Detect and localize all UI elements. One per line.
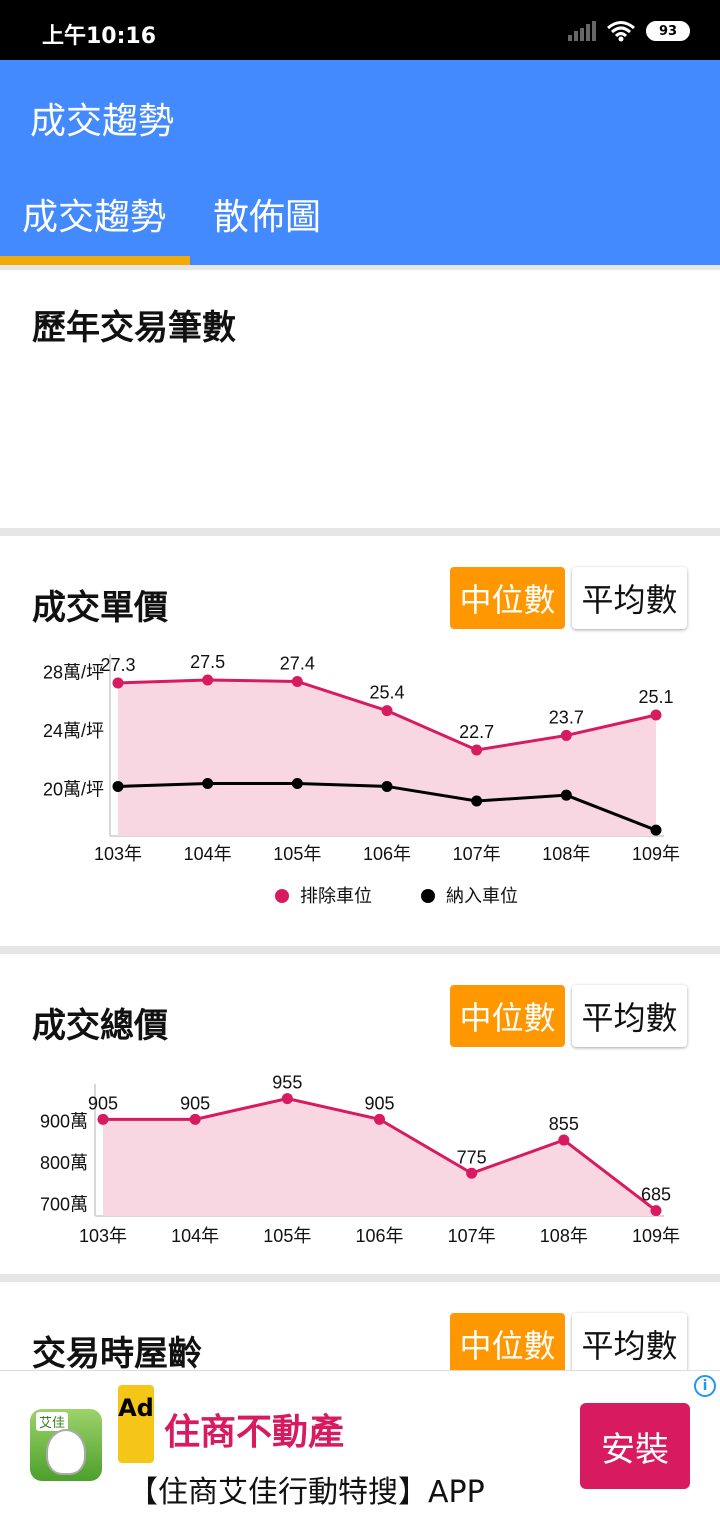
x-tick-label: 106年 xyxy=(355,1226,403,1246)
app-bar: 成交趨勢 成交趨勢 散佈圖 xyxy=(0,60,720,265)
x-tick-label: 109年 xyxy=(632,1226,680,1246)
tab-scatter[interactable]: 散佈圖 xyxy=(213,197,322,238)
y-tick-label: 900萬 xyxy=(40,1111,88,1131)
x-tick-label: 104年 xyxy=(184,844,232,864)
ad-headline[interactable]: 住商不動產 xyxy=(164,1412,345,1453)
data-point xyxy=(291,778,303,790)
card-title: 成交單價 xyxy=(32,588,168,628)
data-point xyxy=(189,1113,201,1125)
data-point xyxy=(374,1113,385,1125)
legend-label: 納入車位 xyxy=(446,886,518,906)
avatar xyxy=(46,1429,86,1475)
ad-banner[interactable]: 艾佳 Ad 住商不動產 【住商艾佳行動特搜】APP 安裝 i xyxy=(0,1370,720,1520)
install-button[interactable]: 安裝 xyxy=(580,1403,690,1489)
y-tick-label: 20萬/坪 xyxy=(43,779,104,799)
data-label: 27.3 xyxy=(100,655,135,675)
data-point xyxy=(560,789,572,801)
data-label: 905 xyxy=(180,1093,210,1113)
data-point xyxy=(202,674,214,686)
data-label: 775 xyxy=(457,1147,487,1167)
data-point xyxy=(381,705,393,717)
data-label: 25.1 xyxy=(638,687,673,707)
mean-button[interactable]: 平均數 xyxy=(572,1313,687,1375)
mean-button[interactable]: 平均數 xyxy=(572,567,687,629)
card-transaction-count: 歷年交易筆數 0筆20筆40筆103年104年105年106年107年108年1… xyxy=(0,270,720,528)
app-logo-label: 艾佳 xyxy=(36,1412,69,1431)
legend-marker xyxy=(421,889,435,903)
series-area xyxy=(118,680,656,836)
card-title: 歷年交易筆數 xyxy=(32,308,236,348)
data-point xyxy=(291,675,303,687)
x-tick-label: 107年 xyxy=(448,1226,496,1246)
battery-icon: 93 xyxy=(646,21,690,41)
x-tick-label: 107年 xyxy=(453,844,501,864)
ad-badge: Ad xyxy=(118,1385,154,1463)
signal-icon xyxy=(568,21,596,41)
data-point xyxy=(281,1093,293,1105)
status-bar: 上午10:16 93 xyxy=(0,0,720,60)
ad-subtitle[interactable]: 【住商艾佳行動特搜】APP xyxy=(128,1475,485,1510)
data-point xyxy=(650,824,662,836)
app-logo-icon[interactable]: 艾佳 xyxy=(30,1409,102,1481)
x-tick-label: 108年 xyxy=(542,844,590,864)
legend-marker xyxy=(275,889,289,903)
wifi-icon xyxy=(607,21,635,42)
mean-button[interactable]: 平均數 xyxy=(572,985,687,1047)
transaction-count-chart: 0筆20筆40筆103年104年105年106年107年108年109年4685… xyxy=(0,270,720,528)
data-point xyxy=(112,677,124,689)
data-label: 955 xyxy=(272,1073,302,1093)
data-label: 27.4 xyxy=(280,653,315,673)
data-point xyxy=(558,1134,570,1146)
data-point xyxy=(97,1113,109,1125)
x-tick-label: 106年 xyxy=(363,844,411,864)
data-point xyxy=(112,780,124,792)
data-label: 905 xyxy=(88,1093,118,1113)
data-label: 685 xyxy=(641,1185,671,1205)
card-title: 交易時屋齡 xyxy=(32,1334,202,1374)
status-icons: 93 xyxy=(568,16,690,46)
total-price-chart: 700萬 800萬 900萬 103年 104年 105年 106年 107年 108年 109年… xyxy=(40,1073,680,1246)
data-label: 27.5 xyxy=(190,652,225,672)
x-tick-label: 103年 xyxy=(79,1226,127,1246)
data-label: 25.4 xyxy=(369,683,404,703)
info-icon[interactable]: i xyxy=(694,1375,716,1397)
x-tick-label: 103年 xyxy=(94,844,142,864)
x-tick-label: 105年 xyxy=(263,1226,311,1246)
page-title: 成交趨勢 xyxy=(30,101,175,142)
data-point xyxy=(202,778,214,790)
y-tick-label: 28萬/坪 xyxy=(43,663,104,683)
status-time: 上午10:16 xyxy=(42,24,157,49)
x-tick-label: 109年 xyxy=(632,844,680,864)
card-unit-price: 成交單價 中位數 平均數 20萬/坪 24萬/坪 28萬/坪 103年 104年 105年… xyxy=(0,536,720,946)
unit-price-chart: 20萬/坪 24萬/坪 28萬/坪 103年 104年 105年 106年 107年 108年 1… xyxy=(43,652,680,906)
data-label: 855 xyxy=(549,1114,579,1134)
y-tick-label: 800萬 xyxy=(40,1153,88,1173)
data-point xyxy=(650,1205,662,1217)
data-point xyxy=(381,780,393,792)
data-point xyxy=(650,709,662,721)
x-tick-label: 104年 xyxy=(171,1226,219,1246)
card-total-price: 成交總價 中位數 平均數 700萬 800萬 900萬 103年 104年 105年 106… xyxy=(0,954,720,1274)
y-tick-label: 24萬/坪 xyxy=(43,721,104,741)
median-button[interactable]: 中位數 xyxy=(450,985,565,1047)
x-tick-label: 108年 xyxy=(540,1226,588,1246)
x-tick-label: 105年 xyxy=(273,844,321,864)
tab-indicator xyxy=(0,256,190,265)
legend-label: 排除車位 xyxy=(300,886,372,906)
data-point xyxy=(471,795,483,807)
data-label: 22.7 xyxy=(459,722,494,742)
median-button[interactable]: 中位數 xyxy=(450,1313,565,1375)
series-area xyxy=(103,1098,656,1216)
data-label: 905 xyxy=(364,1093,394,1113)
data-point xyxy=(471,744,483,756)
y-tick-label: 700萬 xyxy=(40,1194,88,1214)
data-point xyxy=(466,1167,478,1179)
card-title: 成交總價 xyxy=(32,1006,168,1046)
data-label: 23.7 xyxy=(549,707,584,727)
tab-trend[interactable]: 成交趨勢 xyxy=(22,197,167,238)
data-point xyxy=(560,729,572,741)
median-button[interactable]: 中位數 xyxy=(450,567,565,629)
